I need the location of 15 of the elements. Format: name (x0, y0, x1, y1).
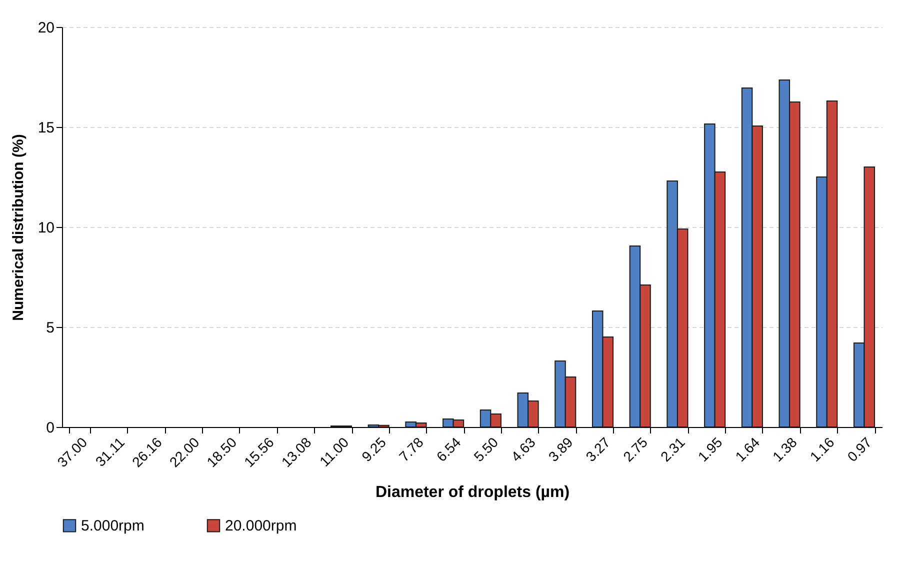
y-tick-label: 10 (38, 220, 54, 236)
y-tick-label: 15 (38, 120, 54, 136)
y-axis-title: Numerical distribution (%) (10, 134, 27, 321)
x-tick-label: 7.78 (396, 434, 427, 465)
legend-label: 5.000rpm (81, 518, 144, 535)
y-tick-label: 20 (38, 20, 54, 36)
x-axis-title: Diameter of droplets (µm) (375, 484, 570, 502)
x-tick-label: 3.89 (545, 434, 576, 465)
y-tick-label: 0 (46, 420, 54, 436)
x-tick-label: 2.31 (657, 434, 688, 465)
x-tick-label: 6.54 (433, 434, 464, 465)
legend-label: 20.000rpm (225, 518, 297, 535)
x-tick-label: 4.63 (508, 434, 539, 465)
y-tick-label: 5 (46, 320, 54, 336)
x-tick-label: 5.50 (470, 434, 502, 465)
